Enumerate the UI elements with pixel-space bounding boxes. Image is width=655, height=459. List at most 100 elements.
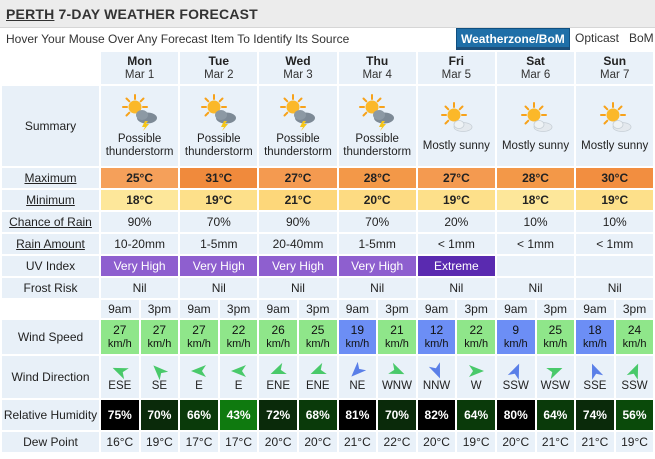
min-temp-cell[interactable]: 21°C: [259, 190, 337, 210]
wind-speed-cell[interactable]: 27 km/h: [180, 320, 218, 354]
dew-point-cell[interactable]: 20°C: [298, 432, 337, 452]
wind-direction-cell[interactable]: SSW: [496, 356, 535, 398]
wind-direction-cell[interactable]: SSW: [615, 356, 654, 398]
humidity-cell[interactable]: 64%: [536, 400, 575, 430]
summary-cell[interactable]: Possible thunderstorm: [338, 86, 416, 166]
humidity-cell[interactable]: 70%: [378, 400, 416, 430]
dew-point-cell[interactable]: 19°C: [615, 432, 654, 452]
rain-amount-cell[interactable]: < 1mm: [576, 234, 654, 254]
max-temp-cell[interactable]: 27°C: [259, 168, 337, 188]
rain-chance-cell[interactable]: 70%: [180, 212, 258, 232]
rain-amount-cell[interactable]: < 1mm: [417, 234, 495, 254]
rain-amount-cell[interactable]: < 1mm: [496, 234, 575, 254]
max-temp-cell[interactable]: 31°C: [180, 168, 258, 188]
max-temp-cell[interactable]: 28°C: [338, 168, 416, 188]
city-name[interactable]: PERTH: [6, 6, 55, 22]
summary-cell[interactable]: Possible thunderstorm: [180, 86, 258, 166]
humidity-cell[interactable]: 43%: [219, 400, 258, 430]
humidity-cell[interactable]: 74%: [576, 400, 614, 430]
wind-direction-cell[interactable]: WSW: [536, 356, 575, 398]
wind-direction-cell[interactable]: ESE: [101, 356, 139, 398]
dew-point-cell[interactable]: 20°C: [259, 432, 297, 452]
max-temp-cell[interactable]: 27°C: [417, 168, 495, 188]
humidity-cell[interactable]: 80%: [496, 400, 535, 430]
humidity-cell[interactable]: 75%: [101, 400, 139, 430]
humidity-cell[interactable]: 81%: [338, 400, 377, 430]
tab-bom[interactable]: BoM: [629, 31, 654, 45]
rain-chance-cell[interactable]: 90%: [101, 212, 179, 232]
uv-index-cell[interactable]: Extreme: [417, 256, 495, 276]
rain-amount-cell[interactable]: 20-40mm: [259, 234, 337, 254]
max-temp-cell[interactable]: 25°C: [101, 168, 179, 188]
uv-index-cell[interactable]: Very High: [180, 256, 258, 276]
dew-point-cell[interactable]: 22°C: [378, 432, 416, 452]
uv-index-cell[interactable]: Very High: [259, 256, 337, 276]
wind-speed-cell[interactable]: 25 km/h: [536, 320, 575, 354]
wind-speed-cell[interactable]: 9 km/h: [496, 320, 535, 354]
humidity-cell[interactable]: 70%: [140, 400, 179, 430]
rain-amount-cell[interactable]: 1-5mm: [338, 234, 416, 254]
wind-speed-cell[interactable]: 19 km/h: [338, 320, 377, 354]
dew-point-cell[interactable]: 21°C: [576, 432, 614, 452]
summary-cell[interactable]: Mostly sunny: [576, 86, 654, 166]
wind-speed-cell[interactable]: 24 km/h: [615, 320, 654, 354]
rain-chance-cell[interactable]: 70%: [338, 212, 416, 232]
dew-point-cell[interactable]: 21°C: [338, 432, 377, 452]
dew-point-cell[interactable]: 17°C: [219, 432, 258, 452]
wind-speed-cell[interactable]: 26 km/h: [259, 320, 297, 354]
summary-cell[interactable]: Mostly sunny: [417, 86, 495, 166]
dew-point-cell[interactable]: 16°C: [101, 432, 139, 452]
summary-cell[interactable]: Mostly sunny: [496, 86, 575, 166]
tab-opticast[interactable]: Opticast: [575, 31, 620, 45]
min-temp-cell[interactable]: 19°C: [576, 190, 654, 210]
uv-index-cell[interactable]: [496, 256, 575, 276]
humidity-cell[interactable]: 68%: [298, 400, 337, 430]
humidity-cell[interactable]: 66%: [180, 400, 218, 430]
uv-index-cell[interactable]: Very High: [338, 256, 416, 276]
max-temp-cell[interactable]: 28°C: [496, 168, 575, 188]
wind-direction-cell[interactable]: WNW: [378, 356, 416, 398]
humidity-cell[interactable]: 82%: [417, 400, 456, 430]
wind-speed-cell[interactable]: 25 km/h: [298, 320, 337, 354]
summary-cell[interactable]: Possible thunderstorm: [259, 86, 337, 166]
summary-cell[interactable]: Possible thunderstorm: [101, 86, 179, 166]
frost-risk-cell[interactable]: Nil: [259, 278, 337, 298]
rain-chance-cell[interactable]: 10%: [576, 212, 654, 232]
wind-direction-cell[interactable]: NE: [338, 356, 377, 398]
wind-direction-cell[interactable]: ENE: [298, 356, 337, 398]
wind-direction-cell[interactable]: W: [457, 356, 495, 398]
dew-point-cell[interactable]: 21°C: [536, 432, 575, 452]
frost-risk-cell[interactable]: Nil: [338, 278, 416, 298]
min-temp-cell[interactable]: 19°C: [180, 190, 258, 210]
humidity-cell[interactable]: 72%: [259, 400, 297, 430]
min-temp-cell[interactable]: 18°C: [101, 190, 179, 210]
frost-risk-cell[interactable]: Nil: [180, 278, 258, 298]
frost-risk-cell[interactable]: Nil: [576, 278, 654, 298]
dew-point-cell[interactable]: 20°C: [496, 432, 535, 452]
dew-point-cell[interactable]: 17°C: [180, 432, 218, 452]
wind-speed-cell[interactable]: 18 km/h: [576, 320, 614, 354]
wind-direction-cell[interactable]: ENE: [259, 356, 297, 398]
uv-index-cell[interactable]: [576, 256, 654, 276]
humidity-cell[interactable]: 64%: [457, 400, 495, 430]
wind-speed-cell[interactable]: 22 km/h: [219, 320, 258, 354]
uv-index-cell[interactable]: Very High: [101, 256, 179, 276]
dew-point-cell[interactable]: 20°C: [417, 432, 456, 452]
frost-risk-cell[interactable]: Nil: [101, 278, 179, 298]
rain-chance-cell[interactable]: 10%: [496, 212, 575, 232]
wind-speed-cell[interactable]: 22 km/h: [457, 320, 495, 354]
min-temp-cell[interactable]: 19°C: [417, 190, 495, 210]
dew-point-cell[interactable]: 19°C: [140, 432, 179, 452]
wind-speed-cell[interactable]: 12 km/h: [417, 320, 456, 354]
wind-direction-cell[interactable]: SE: [140, 356, 179, 398]
wind-direction-cell[interactable]: NNW: [417, 356, 456, 398]
humidity-cell[interactable]: 56%: [615, 400, 654, 430]
wind-direction-cell[interactable]: SSE: [576, 356, 614, 398]
wind-direction-cell[interactable]: E: [180, 356, 218, 398]
rain-amount-cell[interactable]: 10-20mm: [101, 234, 179, 254]
rain-amount-cell[interactable]: 1-5mm: [180, 234, 258, 254]
max-temp-cell[interactable]: 30°C: [576, 168, 654, 188]
wind-speed-cell[interactable]: 27 km/h: [140, 320, 179, 354]
wind-direction-cell[interactable]: E: [219, 356, 258, 398]
min-temp-cell[interactable]: 20°C: [338, 190, 416, 210]
